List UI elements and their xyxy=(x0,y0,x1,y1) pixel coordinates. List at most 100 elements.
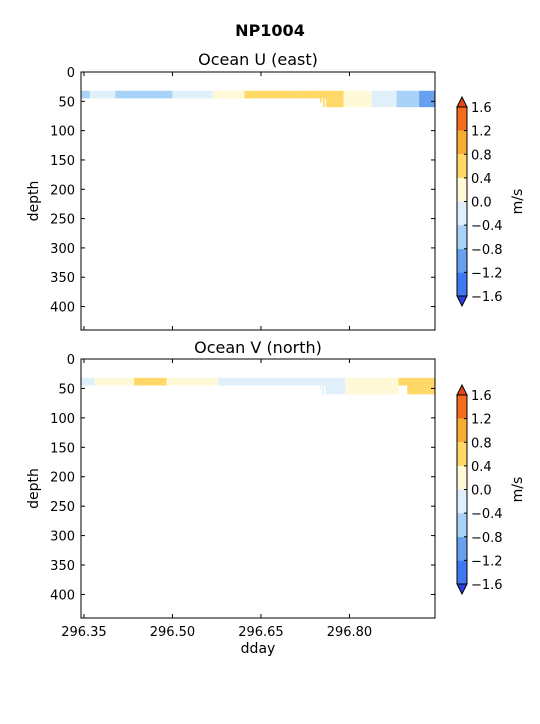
y-tick-label: 150 xyxy=(50,154,75,169)
data-cell xyxy=(325,98,328,108)
colorbar-tick-label: 1.2 xyxy=(471,125,492,140)
data-cell xyxy=(172,90,213,99)
y-tick-label: 400 xyxy=(50,588,75,603)
figure-title: NP1004 xyxy=(235,21,305,40)
plot-frame xyxy=(80,71,436,331)
colorbar-tick-label: −0.4 xyxy=(471,219,503,234)
panels: Ocean U (east) 0 50 100 150 200 250 300 350 400 de… xyxy=(26,50,526,657)
data-cell xyxy=(319,90,344,99)
data-cell xyxy=(302,90,320,99)
data-cell xyxy=(343,90,372,108)
colorbar: 1.6 1.2 0.8 0.4 0.0 −0.4 −0.8 −1.2 −1.6 m/s xyxy=(456,95,526,308)
colorbar-band xyxy=(457,177,467,202)
panel-title: Ocean V (north) xyxy=(194,338,322,357)
y-tick-label: 0 xyxy=(67,66,75,81)
colorbar-tick-label: 0.4 xyxy=(471,460,492,475)
colorbar-tick-label: 0.0 xyxy=(471,196,492,211)
panel-2: Ocean V (north) 0 50 100 150 200 250 300 350 400 d… xyxy=(26,338,526,657)
colorbar-label: m/s xyxy=(510,189,526,215)
y-tick-label: 400 xyxy=(50,301,75,316)
data-cell xyxy=(166,377,219,386)
x-tick-label: 296.80 xyxy=(327,625,373,640)
data-cell xyxy=(94,377,135,386)
colorbar-band xyxy=(457,272,467,296)
y-tick-label: 150 xyxy=(50,441,75,456)
data-cell xyxy=(345,377,399,395)
colorbar-tick-label: −1.6 xyxy=(471,578,503,593)
colorbar-band xyxy=(457,225,467,249)
colorbar-band xyxy=(457,395,467,419)
data-cell xyxy=(81,90,90,99)
colorbar-band xyxy=(457,536,467,561)
data-cell xyxy=(322,98,325,108)
colorbar-tick-label: 0.0 xyxy=(471,484,492,499)
data-cell xyxy=(322,385,325,395)
y-tick-label: 50 xyxy=(58,382,75,397)
y-tick-label: 200 xyxy=(50,183,75,198)
colorbar-max-arrow xyxy=(456,95,468,108)
colorbar-band xyxy=(457,442,467,466)
plot-frame xyxy=(80,358,436,619)
colorbar-band xyxy=(457,465,467,490)
colorbar-band xyxy=(457,248,467,273)
data-cell xyxy=(218,377,320,386)
colorbar-tick-label: 1.2 xyxy=(471,413,492,428)
data-cell xyxy=(396,90,420,108)
colorbar: 1.6 1.2 0.8 0.4 0.0 −0.4 −0.8 −1.2 −1.6 m/s xyxy=(456,383,526,596)
data-cell xyxy=(371,90,397,108)
colorbar-band xyxy=(457,154,467,178)
colorbar-tick-label: 0.4 xyxy=(471,172,492,187)
x-tick-label: 296.35 xyxy=(61,625,107,640)
y-tick-label: 250 xyxy=(50,213,75,228)
y-tick-label: 250 xyxy=(50,500,75,515)
data-cell xyxy=(134,377,167,386)
data-cell xyxy=(89,90,116,99)
panel-1: Ocean U (east) 0 50 100 150 200 250 300 350 400 de… xyxy=(26,50,526,331)
y-axis-label: depth xyxy=(26,468,42,509)
colorbar-min-arrow xyxy=(456,295,468,308)
panel-title: Ocean U (east) xyxy=(198,50,318,69)
colorbar-tick-label: −0.8 xyxy=(471,531,503,546)
data-cell xyxy=(407,385,435,395)
colorbar-min-arrow xyxy=(456,583,468,596)
colorbar-band xyxy=(457,107,467,131)
data-cell xyxy=(115,90,173,99)
colorbar-tick-label: −0.4 xyxy=(471,507,503,522)
colorbar-band xyxy=(457,130,467,155)
data-cell xyxy=(319,377,346,386)
colorbar-band xyxy=(457,560,467,584)
colorbar-tick-label: −1.6 xyxy=(471,290,503,305)
x-tick-label: 296.65 xyxy=(238,625,284,640)
data-cell xyxy=(319,98,322,103)
colorbar-tick-label: 1.6 xyxy=(471,389,492,404)
colorbar-tick-label: −1.2 xyxy=(471,554,503,569)
y-tick-label: 350 xyxy=(50,271,75,286)
data-cell xyxy=(419,90,435,108)
colorbar-tick-label: 0.8 xyxy=(471,436,492,451)
colorbar-tick-label: −1.2 xyxy=(471,266,503,281)
y-tick-label: 100 xyxy=(50,412,75,427)
data-cell xyxy=(327,98,344,108)
colorbar-tick-label: 0.8 xyxy=(471,148,492,163)
y-tick-label: 300 xyxy=(50,242,75,257)
y-tick-label: 350 xyxy=(50,559,75,574)
y-tick-label: 0 xyxy=(67,353,75,368)
x-tick-label: 296.50 xyxy=(150,625,196,640)
colorbar-band xyxy=(457,418,467,443)
colorbar-label: m/s xyxy=(510,477,526,503)
y-axis-label: depth xyxy=(26,181,42,222)
data-cell xyxy=(244,90,303,99)
data-cell xyxy=(81,377,95,386)
y-tick-label: 100 xyxy=(50,125,75,140)
data-cells xyxy=(81,377,435,395)
colorbar-max-arrow xyxy=(456,383,468,396)
data-cell xyxy=(325,385,346,395)
colorbar-band xyxy=(457,513,467,537)
data-cell xyxy=(398,377,435,386)
colorbar-band xyxy=(457,489,467,514)
y-tick-label: 300 xyxy=(50,530,75,545)
x-axis-label: dday xyxy=(241,641,276,657)
data-cells xyxy=(81,90,435,108)
